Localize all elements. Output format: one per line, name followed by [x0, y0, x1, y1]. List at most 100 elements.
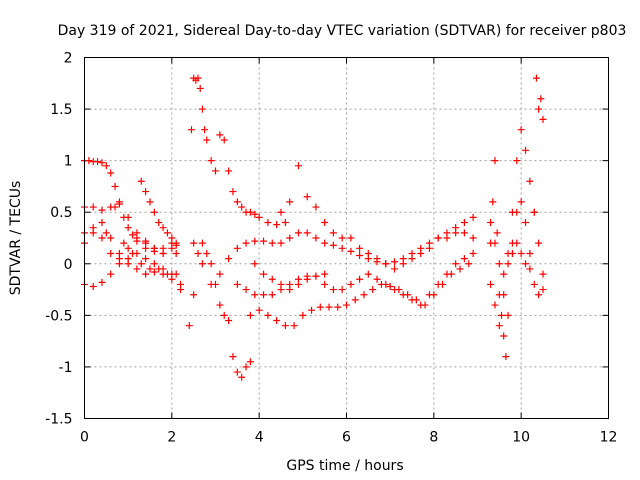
x-tick-label: 4 [255, 430, 264, 446]
data-point [460, 219, 468, 227]
data-point [290, 322, 298, 330]
grid-lines [84, 57, 609, 419]
data-point [452, 224, 460, 232]
data-point [469, 234, 477, 242]
data-point [530, 208, 538, 216]
data-point [150, 208, 158, 216]
data-point [159, 249, 167, 257]
data-point [404, 291, 412, 299]
data-point [277, 280, 285, 288]
data-point [495, 322, 503, 330]
data-point [316, 303, 324, 311]
data-point [430, 291, 438, 299]
data-point [351, 296, 359, 304]
data-point [522, 260, 530, 268]
chart-title: Day 319 of 2021, Sidereal Day-to-day VTE… [58, 23, 627, 39]
data-point [194, 74, 202, 82]
data-point [251, 291, 259, 299]
y-tick-label: 0 [64, 257, 73, 273]
data-point [513, 157, 521, 165]
data-point [281, 219, 289, 227]
data-point [539, 115, 547, 123]
data-point [172, 239, 180, 247]
data-point [281, 322, 289, 330]
data-point [434, 234, 442, 242]
data-point [312, 272, 320, 280]
data-point [364, 249, 372, 257]
data-point [508, 249, 516, 257]
data-point [242, 239, 250, 247]
data-point [347, 280, 355, 288]
data-point [539, 270, 547, 278]
data-point [207, 260, 215, 268]
data-point [246, 358, 254, 366]
data-point [185, 322, 193, 330]
data-point [251, 210, 259, 218]
y-tick-label: -0.5 [45, 308, 72, 324]
series-arc-o [487, 74, 547, 361]
data-point [500, 270, 508, 278]
data-point [303, 193, 311, 201]
data-point [233, 368, 241, 376]
data-point [513, 239, 521, 247]
data-point [377, 280, 385, 288]
data-point [220, 311, 228, 319]
x-tick-label: 12 [600, 430, 618, 446]
plot-frame [84, 57, 609, 419]
data-point [299, 311, 307, 319]
data-point [535, 239, 543, 247]
data-point [294, 229, 302, 237]
data-point [238, 373, 246, 381]
x-tick-label: 10 [512, 430, 530, 446]
data-point [146, 198, 154, 206]
data-point [491, 157, 499, 165]
data-point [338, 244, 346, 252]
data-point [508, 208, 516, 216]
data-point [489, 198, 497, 206]
data-point [129, 249, 137, 257]
data-point [312, 234, 320, 242]
data-point [334, 303, 342, 311]
data-point [526, 265, 534, 273]
data-point [129, 231, 137, 239]
data-point [460, 255, 468, 263]
series-arc-l [246, 260, 473, 330]
data-point [246, 311, 254, 319]
data-point [277, 239, 285, 247]
data-point [251, 260, 259, 268]
data-point [194, 249, 202, 257]
data-point [207, 157, 215, 165]
series-arc-p [487, 126, 547, 330]
series-arc-m [277, 162, 477, 273]
data-point [233, 198, 241, 206]
data-point [264, 311, 272, 319]
data-point [133, 234, 141, 242]
data-point [216, 301, 224, 309]
data-point [242, 363, 250, 371]
data-point [522, 146, 530, 154]
data-point [329, 229, 337, 237]
data-point [246, 208, 254, 216]
series-arc-e [81, 229, 167, 263]
data-point [190, 291, 198, 299]
data-point [493, 229, 501, 237]
data-point [85, 157, 93, 165]
data-point [487, 280, 495, 288]
data-point [190, 239, 198, 247]
data-point [517, 249, 525, 257]
data-point [421, 301, 429, 309]
data-point [491, 301, 499, 309]
data-point [98, 206, 106, 214]
data-point [124, 224, 132, 232]
data-point [115, 200, 123, 208]
data-point [517, 126, 525, 134]
data-point [198, 260, 206, 268]
data-point [142, 188, 150, 196]
data-point [163, 270, 171, 278]
data-point [308, 306, 316, 314]
data-point [373, 255, 381, 263]
data-point [312, 203, 320, 211]
data-point [502, 353, 510, 361]
data-point [356, 275, 364, 283]
